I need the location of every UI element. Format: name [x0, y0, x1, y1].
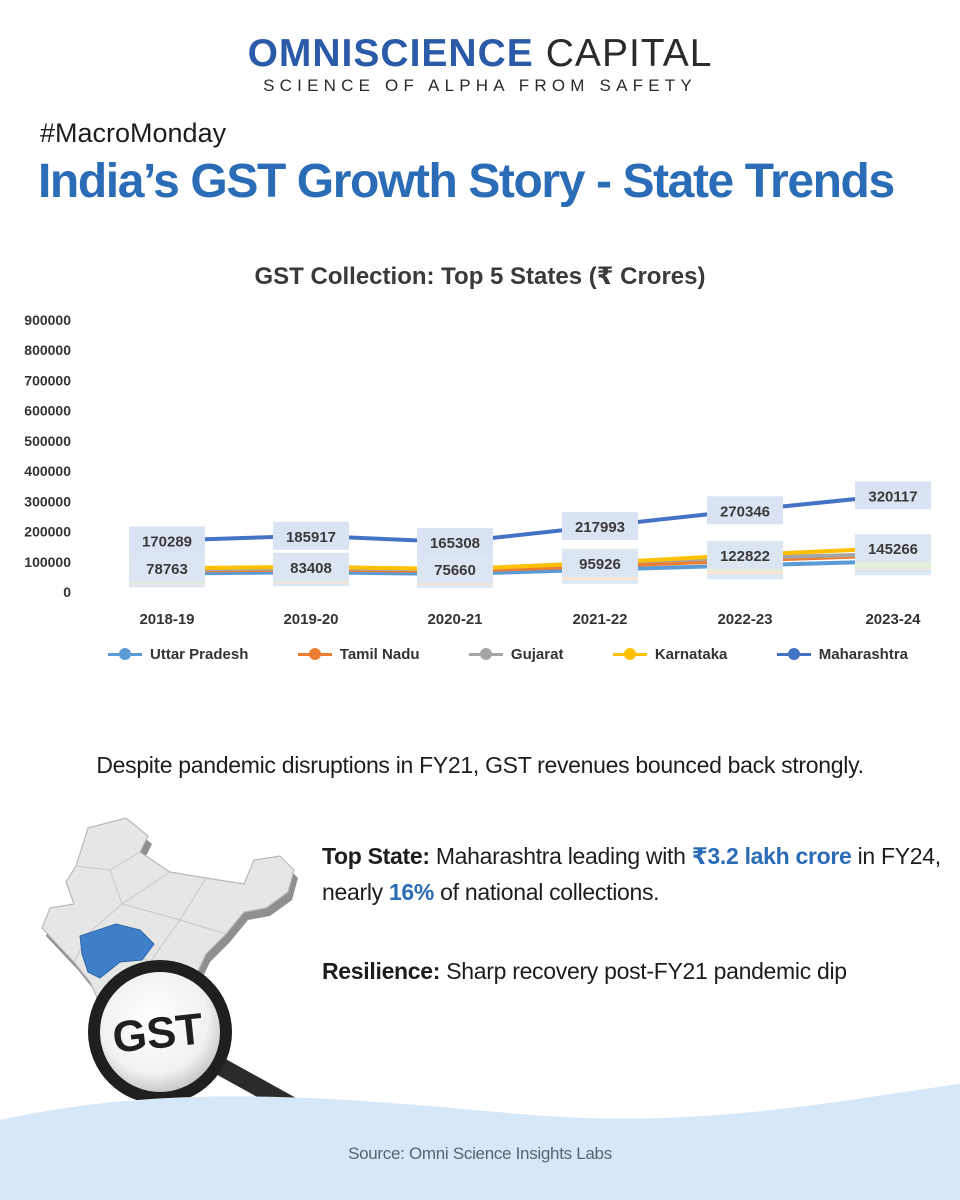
- point-top-state-highlight-amount: ₹3.2 lakh crore: [691, 843, 852, 869]
- source-note: Source: Omni Science Insights Labs: [348, 1144, 612, 1163]
- data-label-box: [855, 534, 931, 563]
- point-top-state-text-2: in FY24, nearly: [322, 843, 941, 905]
- data-label: 217993: [575, 519, 625, 536]
- point-resilience: Resilience: Sharp recovery post-FY21 pan…: [322, 953, 942, 989]
- bottom-wave-background: [0, 1084, 960, 1200]
- data-label-box: [417, 555, 493, 584]
- data-label: 270346: [720, 503, 770, 520]
- y-tick-label: 100000: [24, 554, 71, 570]
- y-tick-label: 700000: [24, 372, 71, 388]
- brand-tagline: SCIENCE OF ALPHA FROM SAFETY: [263, 76, 697, 95]
- legend-item: Gujarat: [468, 646, 564, 663]
- y-tick-label: 300000: [24, 493, 71, 509]
- y-tick-label: 0: [63, 584, 71, 600]
- brand-name-light: CAPITAL: [545, 32, 713, 75]
- data-label: 75660: [434, 562, 476, 579]
- data-label-box: [855, 481, 931, 510]
- point-top-state-label: Top State:: [322, 843, 430, 869]
- x-tick-label: 2023-24: [865, 611, 921, 628]
- data-label: 185917: [286, 529, 336, 546]
- legend-item: Uttar Pradesh: [108, 646, 248, 663]
- y-tick-label: 200000: [24, 524, 71, 540]
- legend-label: Tamil Nadu: [339, 646, 420, 663]
- maharashtra-highlight: [79, 923, 155, 979]
- data-label-box: [129, 554, 205, 583]
- chart-title: GST Collection: Top 5 States (₹ Crores): [254, 263, 706, 290]
- brand-name-bold: OMNISCIENCE: [247, 32, 534, 75]
- data-label-box: [273, 552, 349, 581]
- y-tick-label: 400000: [24, 463, 71, 479]
- page-title: India’s GST Growth Story - State Trends: [38, 155, 895, 208]
- legend-swatch: [297, 648, 332, 660]
- legend-label: Uttar Pradesh: [150, 646, 249, 663]
- data-label: 122822: [720, 548, 770, 565]
- gst-line-chart: 0 100000 200000 300000 400000 500000 600000 700…: [24, 312, 931, 628]
- legend-swatch: [776, 648, 811, 660]
- data-label-box: [273, 521, 349, 550]
- data-label: 78763: [146, 561, 188, 578]
- x-tick-label: 2018-19: [139, 611, 194, 628]
- x-tick-label: 2021-22: [572, 611, 627, 628]
- data-label: 145266: [868, 541, 918, 558]
- legend-item: Tamil Nadu: [297, 646, 420, 663]
- legend-item: Maharashtra: [776, 646, 908, 663]
- legend-label: Karnataka: [654, 646, 728, 663]
- magnifier-lens: [100, 972, 220, 1092]
- point-top-state-highlight-share: 16%: [388, 879, 435, 905]
- legend-label: Gujarat: [510, 646, 564, 663]
- data-label: 95926: [579, 556, 621, 573]
- data-label: 320117: [868, 488, 917, 505]
- data-label-box: [562, 512, 638, 541]
- point-resilience-text: Sharp recovery post-FY21 pandemic dip: [440, 958, 847, 984]
- data-label-box: [129, 526, 205, 555]
- chart-legend: Uttar Pradesh Tamil Nadu Gujarat Karnataka M…: [108, 646, 908, 663]
- y-tick-label: 900000: [24, 312, 71, 328]
- x-tick-label: 2020-21: [427, 611, 482, 628]
- point-top-state: Top State: Maharashtra leading with ₹3.2…: [322, 838, 942, 910]
- y-tick-label: 800000: [24, 342, 71, 358]
- hashtag: #MacroMonday: [40, 118, 227, 148]
- legend-swatch: [468, 648, 503, 660]
- gst-badge-text: GST: [110, 1004, 205, 1062]
- legend-swatch: [108, 648, 142, 660]
- data-label: 170289: [142, 534, 192, 551]
- point-resilience-label: Resilience:: [322, 958, 441, 984]
- data-label-box: [707, 540, 783, 569]
- data-label-box: [417, 528, 493, 557]
- data-label: 83408: [290, 560, 332, 577]
- x-tick-label: 2019-20: [283, 611, 338, 628]
- point-top-state-text-3: of national collections.: [434, 879, 660, 905]
- brand-logo: OMNISCIENCE CAPITAL SCIENCE OF ALPHA FROM…: [0, 34, 960, 96]
- y-tick-label: 600000: [24, 403, 71, 419]
- legend-item: Karnataka: [612, 646, 728, 663]
- data-label-box: [707, 496, 783, 525]
- point-top-state-text-1: Maharashtra leading with: [429, 843, 692, 869]
- state-borders: [73, 851, 227, 989]
- legend-label: Maharashtra: [818, 646, 908, 663]
- india-map-illustration: GST: [41, 817, 301, 1112]
- legend-swatch: [612, 648, 647, 660]
- data-label-box: [562, 549, 638, 578]
- y-tick-label: 500000: [24, 433, 71, 449]
- summary-text: Despite pandemic disruptions in FY21, GS…: [96, 752, 864, 778]
- data-label: 165308: [430, 535, 480, 552]
- x-tick-label: 2022-23: [717, 611, 772, 628]
